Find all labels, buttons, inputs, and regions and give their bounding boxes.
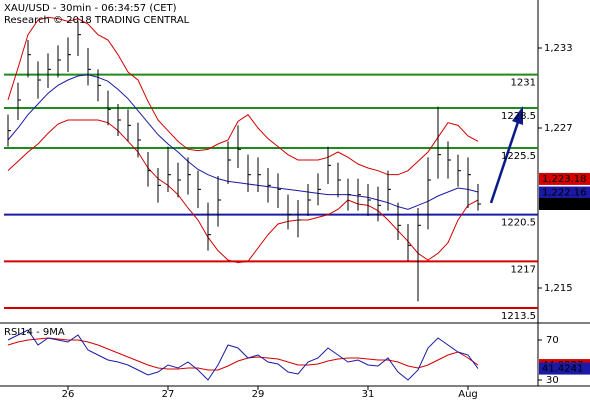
overlay-line [7,119,479,264]
price-box-label: 1,221.3 [542,199,580,210]
rsi-tick-label: 30 [546,375,559,386]
overlay-line [7,74,479,210]
price-box [539,198,590,210]
y-tick-label: 1,215 [544,283,573,294]
level-label: 1228.5 [501,111,536,122]
price-box [539,186,590,199]
level-label: 1231 [511,78,536,89]
level-label: 1213.5 [501,311,536,322]
x-tick-label: 31 [362,389,375,400]
level-label: 1220.5 [501,218,536,229]
x-tick-label: Aug [458,389,478,400]
rsi-tick-label: 70 [546,335,559,346]
level-label: 1225.5 [501,151,536,162]
x-tick-label: 26 [62,389,75,400]
price-box-label: 1,222.16 [542,188,587,199]
rsi-box-label: 41.4241 [542,364,583,375]
x-tick-label: 29 [252,389,265,400]
overlay-line [7,16,479,176]
y-tick-label: 1,227 [544,123,573,134]
level-label: 1217 [511,264,536,275]
plot-layer [4,16,538,381]
rsi-box [539,362,590,375]
price-box-label: 1,223.18 [542,174,587,185]
chart-subtitle: Research © 2018 TRADING CENTRAL [4,15,190,26]
rsi-line [7,337,479,371]
rsi-title: RSI14 - 9MA [4,327,65,338]
chart-title: XAU/USD - 30min - 06:34:57 (CET) [4,3,177,14]
price-box [539,172,590,185]
forecast-arrow-head [512,106,523,125]
x-tick-label: 27 [162,389,175,400]
forecast-arrow [489,121,520,204]
rsi-line [7,329,479,381]
y-tick-label: 1,233 [544,43,573,54]
